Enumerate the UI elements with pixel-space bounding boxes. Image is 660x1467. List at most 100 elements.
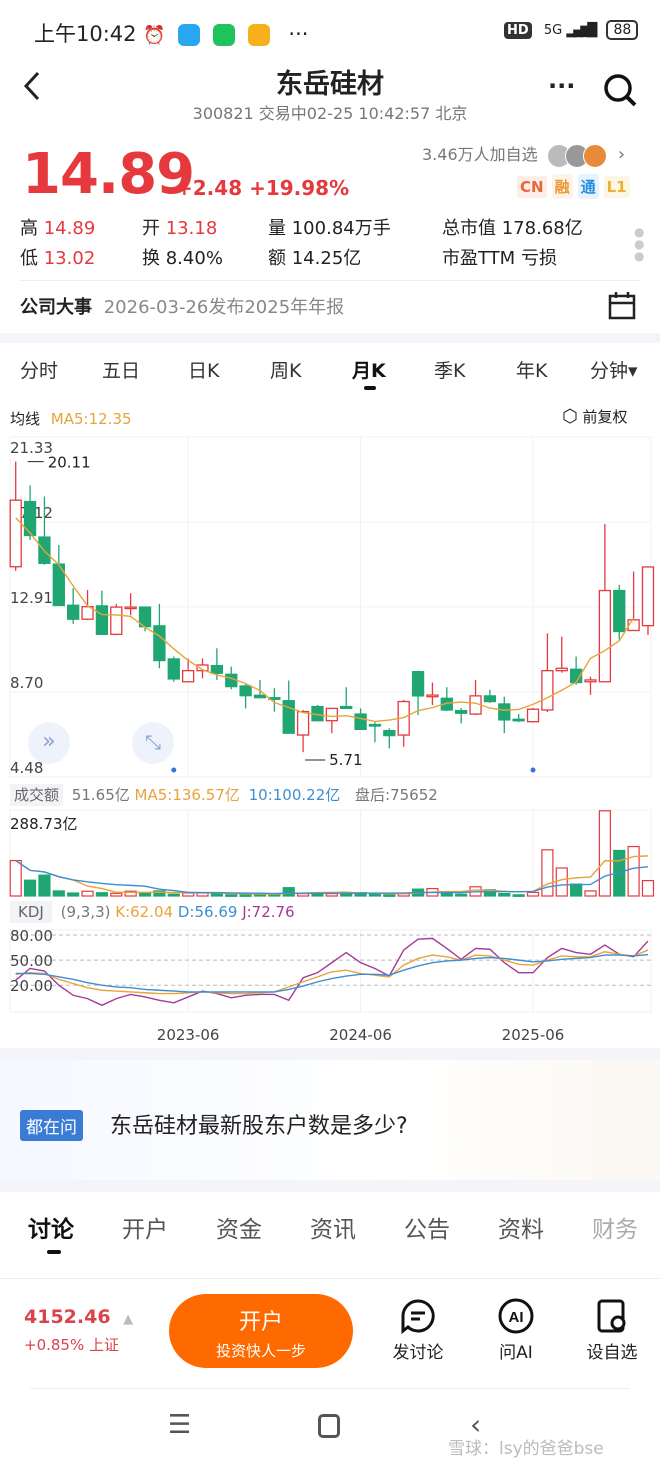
badge-cn[interactable]: CN xyxy=(517,176,547,198)
candle-body xyxy=(239,685,252,697)
page-title: 东岳硅材 xyxy=(276,69,384,100)
content-tab[interactable]: 公告 xyxy=(404,1217,450,1243)
period-tab[interactable]: 月K xyxy=(352,360,386,382)
candle-body xyxy=(153,625,166,662)
volume-bar xyxy=(598,810,611,897)
volume-bar xyxy=(124,890,137,897)
active-tab-indicator xyxy=(47,1250,61,1254)
volume-label[interactable]: 成交额 xyxy=(10,784,64,806)
search-button[interactable] xyxy=(602,72,638,112)
period-tab[interactable]: 季K xyxy=(434,360,466,382)
candle-body xyxy=(23,500,37,537)
expand-sidebar-button[interactable]: » xyxy=(28,722,70,764)
alarm-icon: ⏰ xyxy=(143,25,166,46)
kline-chart[interactable]: 21.3317.1212.918.704.4820.115.7180.0050.… xyxy=(0,0,660,1050)
content-tab[interactable]: 资金 xyxy=(216,1217,262,1243)
settings-hex-icon: ⬡ xyxy=(562,406,578,427)
stat-volume: 量 100.84万手 xyxy=(268,218,391,239)
candle-body xyxy=(541,670,554,711)
y-tick-label: 12.91 xyxy=(10,589,53,607)
period-tab[interactable]: 五日 xyxy=(102,360,141,382)
candle-body xyxy=(282,700,295,734)
current-price: 14.89 xyxy=(22,142,195,207)
svg-text:AI: AI xyxy=(509,1309,524,1326)
nav-back-button[interactable]: ‹ xyxy=(470,1408,482,1441)
volume-bar xyxy=(455,893,468,897)
ma5-line xyxy=(15,517,635,723)
content-tab[interactable]: 资讯 xyxy=(310,1217,356,1243)
period-tab[interactable]: 周K xyxy=(270,360,302,382)
period-tab[interactable]: 分时 xyxy=(20,360,59,382)
kdj-tick-label: 80.00 xyxy=(10,927,53,945)
add-watchlist-button[interactable]: 设自选 xyxy=(582,1298,642,1363)
ask-question: 东岳硅材最新股东户数是多少? xyxy=(110,1114,408,1139)
volume-ma10-line xyxy=(15,859,649,895)
candle-body xyxy=(641,566,655,627)
content-tab[interactable]: 讨论 xyxy=(28,1217,74,1243)
candle-body xyxy=(124,606,137,610)
period-tab[interactable]: 年K xyxy=(516,360,548,382)
company-events-row[interactable]: 公司大事 2026-03-26发布2025年年报 xyxy=(20,293,344,319)
expand-dots-button[interactable]: ● ● ● xyxy=(634,225,645,263)
period-tab[interactable]: 日K xyxy=(188,360,220,382)
adjust-button[interactable]: ⬡ 前复权 xyxy=(562,406,628,427)
stat-market-cap: 总市值 178.68亿 xyxy=(442,218,583,239)
volume-bar xyxy=(95,892,109,897)
badge-l1[interactable]: L1 xyxy=(603,176,630,198)
volume-bar xyxy=(512,894,525,897)
stat-turnover: 换 8.40% xyxy=(142,248,223,269)
post-discussion-button[interactable]: 发讨论 xyxy=(388,1298,448,1363)
nav-menu-button[interactable]: ☰ xyxy=(168,1410,192,1440)
fullscreen-button[interactable]: ⤡ xyxy=(132,722,174,764)
candle-body xyxy=(181,670,195,683)
followers-count: 3.46万人加自选 xyxy=(422,145,538,164)
candle-body xyxy=(325,707,338,722)
y-tick-label: 8.70 xyxy=(10,674,43,692)
kdj-legend: KDJ (9,3,3) K:62.04 D:56.69 J:72.76 xyxy=(10,901,295,923)
volume-bar xyxy=(9,859,22,897)
volume-bar xyxy=(526,891,540,897)
app-icon xyxy=(178,24,201,46)
open-account-button[interactable]: 开户 投资快人一步 xyxy=(169,1294,353,1368)
candle-body xyxy=(253,694,267,699)
volume-bar xyxy=(282,887,295,897)
period-tab[interactable]: 分钟▾ xyxy=(590,360,638,382)
min-price-label: 5.71 xyxy=(329,751,362,769)
ask-ai-button[interactable]: AI 问AI xyxy=(486,1298,546,1363)
kdj-tick-label: 50.00 xyxy=(10,952,53,970)
kdj-k-line xyxy=(15,949,649,995)
back-button[interactable] xyxy=(22,70,42,110)
more-button[interactable]: ··· xyxy=(548,72,576,100)
candle-body xyxy=(9,499,22,568)
ask-card[interactable]: 都在问 东岳硅材最新股东户数是多少? xyxy=(0,1060,660,1180)
content-tab[interactable]: 财务 xyxy=(592,1217,638,1243)
index-value: 4152.46 xyxy=(24,1306,111,1328)
x-tick-label: 2024-06 xyxy=(329,1026,392,1044)
kdj-label[interactable]: KDJ xyxy=(10,901,52,923)
calendar-button[interactable] xyxy=(608,290,636,324)
candle-body xyxy=(613,589,626,633)
volume-bar xyxy=(555,867,568,897)
battery-icon: 88 xyxy=(606,20,639,40)
search-icon xyxy=(604,74,637,107)
nav-home-button[interactable] xyxy=(318,1414,340,1438)
candle-body xyxy=(555,667,568,672)
volume-legend: 成交额 51.65亿 MA5:136.57亿 10:100.22亿 盘后:756… xyxy=(10,784,438,806)
ai-icon: AI xyxy=(498,1298,534,1334)
candle-body xyxy=(95,605,109,635)
divider xyxy=(30,1388,630,1389)
panel-border xyxy=(9,929,652,1013)
badge-margin[interactable]: 融 xyxy=(551,174,573,199)
volume-bar xyxy=(325,893,338,897)
index-ticker[interactable]: 4152.46 ▲ +0.85% 上证 xyxy=(24,1306,133,1355)
badges: CN 融通 L1 xyxy=(512,174,630,199)
content-tab[interactable]: 开户 xyxy=(122,1217,168,1243)
followers-link[interactable]: 3.46万人加自选 › xyxy=(422,141,625,168)
badge-connect[interactable]: 通 xyxy=(577,174,599,199)
clock: 上午10:42 xyxy=(34,22,137,46)
candle-body xyxy=(368,723,382,727)
content-tab[interactable]: 资料 xyxy=(498,1217,544,1243)
status-right: HD 5G ▂▄▆█ 88 xyxy=(504,20,639,40)
candle-body xyxy=(627,619,640,632)
signal-bars-icon: ▂▄▆█ xyxy=(566,23,597,38)
